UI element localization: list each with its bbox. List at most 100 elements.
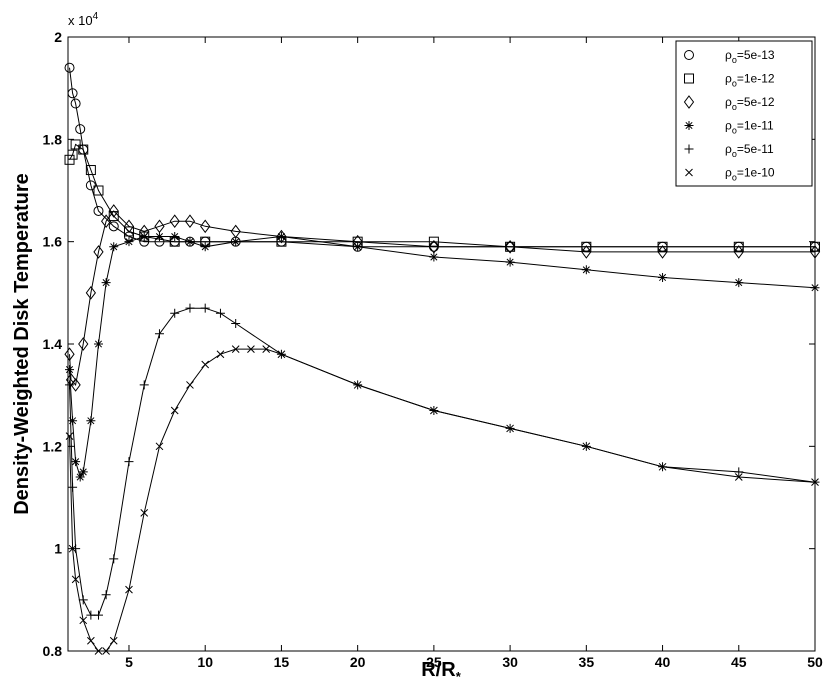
x-ticks: 5 10 15 20 25 30 35 40 45 50 — [125, 37, 823, 670]
y-tick-label: 2 — [54, 29, 62, 45]
data-point — [200, 303, 210, 313]
data-point — [85, 165, 96, 176]
data-point — [428, 236, 439, 247]
data-point — [200, 242, 210, 252]
data-point — [108, 221, 119, 232]
legend-entry-label: ρo=5e-13 — [725, 48, 775, 65]
legend-entry-label: ρo=5e-11 — [725, 142, 774, 159]
data-point — [140, 508, 149, 517]
y-ticks: 0.8 1 1.2 1.4 1.6 1.8 2 — [43, 29, 815, 659]
data-point — [139, 232, 149, 242]
data-point — [85, 180, 96, 191]
data-point — [201, 360, 210, 369]
data-point — [64, 347, 75, 362]
data-point — [276, 232, 286, 242]
data-point — [94, 647, 103, 655]
x-tick-label: 5 — [125, 654, 133, 670]
y-tick-label: 1.4 — [43, 336, 63, 352]
data-point — [505, 257, 515, 267]
curves-layer — [64, 62, 821, 655]
data-point — [185, 303, 195, 313]
data-point — [93, 185, 104, 196]
data-point — [658, 462, 667, 471]
series-diamond — [64, 204, 821, 392]
data-point — [276, 229, 287, 244]
x-tick-label: 15 — [274, 654, 290, 670]
data-point — [215, 308, 225, 318]
data-point — [262, 345, 271, 353]
data-point — [430, 406, 438, 415]
data-point — [810, 283, 820, 293]
data-point — [216, 350, 225, 359]
data-point — [70, 378, 81, 392]
data-point — [734, 278, 744, 288]
data-point — [185, 237, 195, 247]
data-point — [75, 472, 85, 482]
data-point — [86, 416, 96, 426]
series-line — [69, 143, 815, 248]
data-point — [78, 467, 88, 477]
series-square — [64, 139, 820, 252]
y-tick-label: 1 — [54, 541, 62, 557]
data-point — [658, 272, 668, 282]
data-point — [186, 381, 194, 389]
legend-entry-label: ρo=5e-12 — [725, 95, 775, 112]
data-point — [154, 232, 164, 242]
x-tick-label: 30 — [502, 654, 518, 670]
data-point — [733, 245, 744, 259]
y-multiplier: x 104 — [68, 11, 99, 28]
data-point — [124, 237, 134, 247]
x-tick-label: 10 — [197, 654, 213, 670]
data-point — [64, 154, 75, 165]
data-point — [75, 124, 86, 135]
data-point — [68, 482, 78, 492]
legend-marker — [683, 95, 695, 109]
data-point — [85, 286, 96, 300]
data-point — [78, 337, 89, 351]
data-point — [109, 636, 118, 645]
data-point — [71, 457, 81, 467]
legend-box — [675, 40, 813, 187]
y-tick-label: 1.8 — [43, 131, 63, 147]
legend-entry-label: ρo=1e-12 — [725, 72, 775, 89]
data-point — [506, 424, 514, 433]
legend-marker — [684, 121, 694, 130]
y-tick-label: 1.6 — [43, 234, 63, 250]
data-point — [170, 406, 179, 415]
data-point — [170, 232, 180, 242]
series-line — [69, 210, 815, 386]
x-tick-label: 25 — [426, 654, 442, 670]
data-point — [100, 214, 112, 229]
data-point — [109, 242, 119, 252]
data-point — [79, 616, 88, 625]
data-point — [93, 610, 103, 620]
data-point — [78, 144, 89, 155]
data-point — [70, 139, 81, 150]
data-point — [65, 365, 75, 375]
data-point — [581, 241, 592, 252]
data-point — [65, 372, 77, 387]
x-axis-label: R/R* — [421, 659, 461, 683]
data-point — [109, 554, 119, 564]
data-point — [581, 245, 592, 259]
data-point — [108, 204, 119, 218]
data-point — [64, 62, 75, 73]
data-point — [184, 214, 196, 229]
data-point — [124, 457, 134, 467]
data-point — [810, 241, 820, 252]
data-point — [93, 339, 103, 349]
data-point — [65, 380, 75, 390]
data-point — [200, 219, 211, 234]
legend-marker — [685, 168, 693, 177]
data-point — [231, 319, 241, 329]
data-point — [123, 226, 134, 237]
data-point — [247, 345, 255, 353]
legend-entry-label: ρo=1e-10 — [725, 166, 775, 183]
y-tick-label: 0.8 — [43, 643, 63, 659]
data-point — [581, 265, 591, 275]
x-tick-label: 35 — [579, 654, 595, 670]
y-tick-label: 1.2 — [43, 438, 63, 454]
data-point — [169, 214, 180, 229]
data-point — [67, 149, 78, 160]
data-point — [102, 647, 110, 655]
